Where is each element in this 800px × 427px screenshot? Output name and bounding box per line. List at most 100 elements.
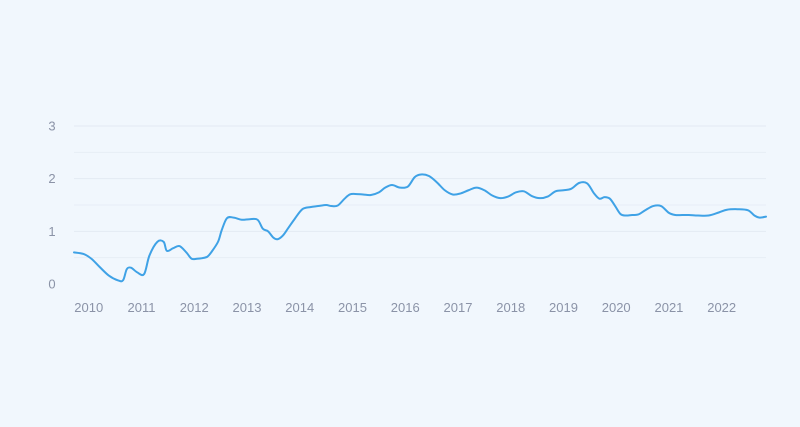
data-point xyxy=(300,207,304,211)
data-point xyxy=(673,213,677,217)
x-tick-label: 2012 xyxy=(180,300,209,315)
data-point xyxy=(498,196,502,200)
data-point xyxy=(390,183,394,187)
data-point xyxy=(276,237,280,241)
data-point xyxy=(195,257,199,261)
data-point xyxy=(467,188,471,192)
x-tick-label: 2022 xyxy=(707,300,736,315)
data-point xyxy=(764,215,768,219)
data-point xyxy=(561,188,565,192)
data-point xyxy=(618,212,622,216)
data-point xyxy=(248,217,252,221)
x-tick-label: 2014 xyxy=(285,300,314,315)
data-point xyxy=(200,256,204,260)
data-point xyxy=(597,197,601,201)
data-point xyxy=(474,186,478,190)
data-point xyxy=(459,191,463,195)
data-point xyxy=(256,218,260,222)
x-tick-label: 2015 xyxy=(338,300,367,315)
data-point xyxy=(630,213,634,217)
data-point xyxy=(348,192,352,196)
data-point xyxy=(613,204,617,208)
data-point xyxy=(266,229,270,233)
data-point xyxy=(577,181,581,185)
data-point xyxy=(216,240,220,244)
data-point xyxy=(292,217,296,221)
data-point xyxy=(435,180,439,184)
x-axis-ticks: 2010 2011 2012 2013 2014 2015 2016 2017 2018 2019… xyxy=(74,300,736,315)
y-tick-label: 2 xyxy=(48,171,55,186)
data-point xyxy=(717,210,721,214)
x-tick-label: 2013 xyxy=(233,300,262,315)
x-tick-label: 2019 xyxy=(549,300,578,315)
data-point xyxy=(413,175,417,179)
x-tick-label: 2018 xyxy=(496,300,525,315)
data-point xyxy=(316,204,320,208)
y-axis-ticks: 0 1 2 3 xyxy=(48,119,55,292)
data-point xyxy=(121,278,125,282)
data-point xyxy=(687,213,691,217)
data-point xyxy=(736,207,740,211)
data-point xyxy=(165,249,169,253)
data-point xyxy=(538,196,542,200)
data-point xyxy=(451,192,455,196)
x-tick-label: 2021 xyxy=(654,300,683,315)
data-point xyxy=(240,218,244,222)
data-point xyxy=(261,227,265,231)
data-point xyxy=(707,214,711,218)
y-tick-label: 3 xyxy=(48,119,55,134)
x-tick-label: 2020 xyxy=(602,300,631,315)
data-point xyxy=(482,188,486,192)
data-point xyxy=(406,185,410,189)
data-point xyxy=(667,211,671,215)
series-layer xyxy=(73,172,768,283)
data-point xyxy=(636,212,640,216)
x-tick-label: 2017 xyxy=(444,300,473,315)
x-tick-label: 2016 xyxy=(391,300,420,315)
data-point xyxy=(171,246,175,250)
data-point xyxy=(353,192,357,196)
data-point xyxy=(308,205,312,209)
data-point xyxy=(696,214,700,218)
data-point xyxy=(209,250,213,254)
data-point xyxy=(398,186,402,190)
data-point xyxy=(752,214,756,218)
data-point xyxy=(608,197,612,201)
data-point xyxy=(680,213,684,217)
data-point xyxy=(419,172,423,176)
data-point xyxy=(490,194,494,198)
data-point xyxy=(125,267,129,271)
data-point xyxy=(147,254,151,258)
grid-layer xyxy=(74,125,766,259)
y-tick-label: 1 xyxy=(48,224,55,239)
data-point xyxy=(81,252,85,256)
data-point xyxy=(624,214,628,218)
data-point xyxy=(190,257,194,261)
data-point xyxy=(377,190,381,194)
data-point xyxy=(220,228,224,232)
data-point xyxy=(746,208,750,212)
data-point xyxy=(89,257,93,261)
data-point xyxy=(336,204,340,208)
data-point xyxy=(324,203,328,207)
data-point xyxy=(271,236,275,240)
data-point xyxy=(343,197,347,201)
data-point xyxy=(427,174,431,178)
data-point xyxy=(184,250,188,254)
data-point xyxy=(369,193,373,197)
data-point xyxy=(514,190,518,194)
data-point xyxy=(286,226,290,230)
x-tick-label: 2011 xyxy=(128,300,156,315)
data-point xyxy=(162,240,166,244)
data-point xyxy=(651,204,655,208)
data-point xyxy=(643,208,647,212)
data-point xyxy=(522,189,526,193)
data-point xyxy=(116,278,120,282)
data-point xyxy=(225,216,229,220)
y-tick-label: 0 xyxy=(48,277,55,292)
data-point xyxy=(725,208,729,212)
data-point xyxy=(155,240,159,244)
data-point xyxy=(530,194,534,198)
data-point xyxy=(383,186,387,190)
